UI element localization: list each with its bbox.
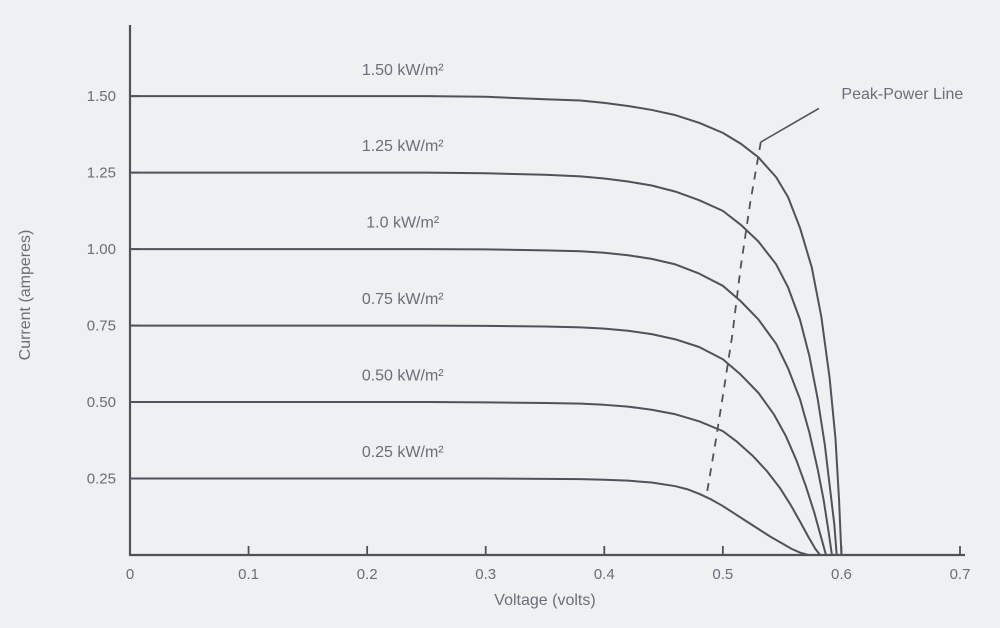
- y-axis-label: Current (amperes): [17, 230, 34, 361]
- x-tick-label: 0.6: [831, 566, 852, 583]
- x-tick-label: 0.2: [357, 566, 378, 583]
- y-tick-label: 0.50: [87, 394, 116, 411]
- x-tick-label: 0.5: [712, 566, 733, 583]
- peak-power-label: Peak-Power Line: [841, 86, 963, 103]
- x-tick-label: 0.1: [238, 566, 259, 583]
- y-tick-label: 0.75: [87, 318, 116, 335]
- x-axis-label: Voltage (volts): [494, 592, 595, 609]
- x-tick-label: 0: [126, 566, 134, 583]
- y-tick-label: 1.25: [87, 165, 116, 182]
- chart-svg: 0 0.1 0.2 0.3 0.4 0.5 0.6 0.7 0.25 0.50 0.75 1.00 1.…: [0, 0, 1000, 628]
- x-tick-label: 0.7: [950, 566, 971, 583]
- curve-label-c125: 1.25 kW/m²: [362, 138, 444, 155]
- curve-label-c075: 0.75 kW/m²: [362, 291, 444, 308]
- y-tick-label: 1.00: [87, 241, 116, 258]
- curve-label-c050: 0.50 kW/m²: [362, 368, 444, 385]
- curve-label-c025: 0.25 kW/m²: [362, 444, 444, 461]
- y-tick-label: 1.50: [87, 88, 116, 105]
- curve-label-c150: 1.50 kW/m²: [362, 62, 444, 79]
- x-tick-label: 0.4: [594, 566, 615, 583]
- y-tick-label: 0.25: [87, 471, 116, 488]
- curve-label-c100: 1.0 kW/m²: [366, 215, 440, 232]
- x-tick-label: 0.3: [475, 566, 496, 583]
- iv-curve-chart: 0 0.1 0.2 0.3 0.4 0.5 0.6 0.7 0.25 0.50 0.75 1.00 1.…: [0, 0, 1000, 628]
